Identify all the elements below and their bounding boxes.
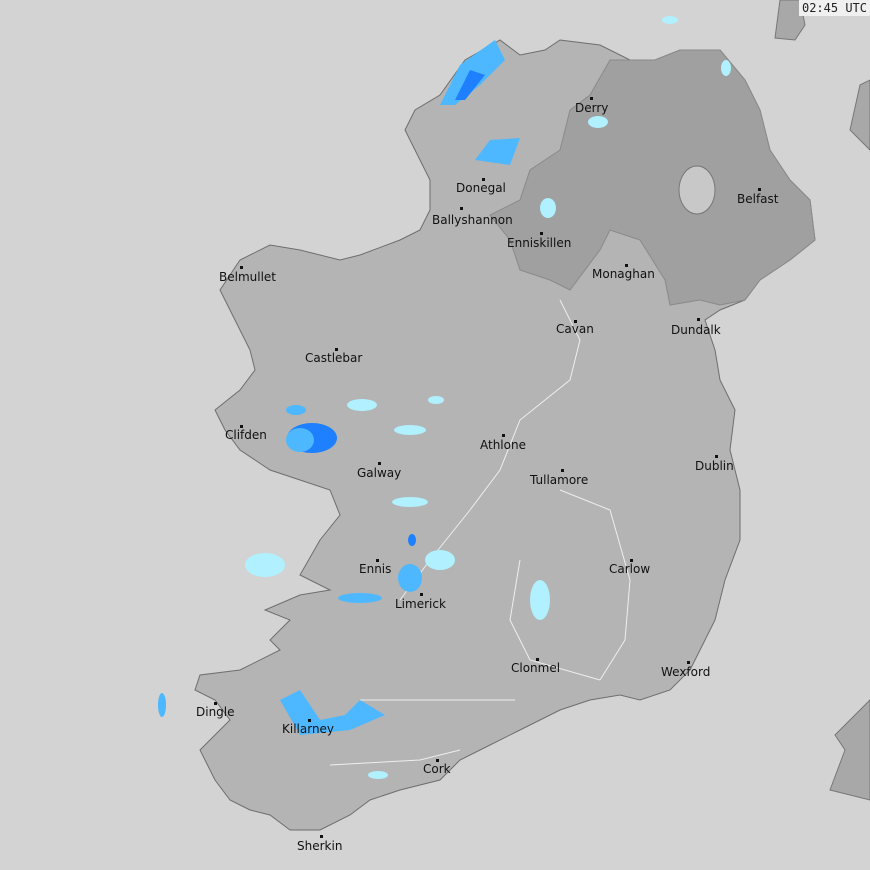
city-label: Cavan [556, 322, 594, 336]
city-label: Limerick [395, 597, 446, 611]
river-suir [509, 559, 601, 681]
northern-ireland-region [489, 49, 816, 306]
city-label: Enniskillen [507, 236, 572, 250]
rain-cell [540, 198, 556, 218]
lough-neagh [678, 165, 716, 215]
scotland-land [774, 0, 870, 151]
rain-cell [475, 138, 520, 165]
city-label: Dingle [196, 705, 235, 719]
city-label: Carlow [609, 562, 651, 576]
city-label: Ennis [359, 562, 392, 576]
rain-cell [662, 16, 678, 24]
city-label: Belfast [737, 192, 779, 206]
rain-cell [530, 580, 550, 620]
rain-cell [338, 593, 382, 603]
rain-cell [455, 70, 485, 100]
rain-cell [158, 693, 166, 717]
river-barrow [559, 489, 631, 681]
rain-cell [428, 396, 444, 404]
rain-cell [425, 550, 455, 570]
city-label: Ballyshannon [432, 213, 513, 227]
wales-land [829, 699, 870, 801]
city-label: Dublin [695, 459, 734, 473]
rain-cell [392, 497, 428, 507]
rain-cell [347, 399, 377, 411]
rain-cell [394, 425, 426, 435]
city-label: Monaghan [592, 267, 655, 281]
city-label: Cork [423, 762, 451, 776]
timestamp-label: 02:45 UTC [798, 0, 870, 16]
city-label: Galway [357, 466, 402, 480]
rain-cell [398, 564, 422, 592]
city-label: Belmullet [219, 270, 276, 284]
city-label: Sherkin [297, 839, 343, 853]
city-label: Tullamore [530, 473, 589, 487]
city-label: Dundalk [671, 323, 721, 337]
river-lee [329, 749, 461, 766]
rain-cell [721, 60, 731, 76]
city-label: Killarney [282, 722, 335, 736]
rain-cell [280, 690, 385, 735]
rain-cell [286, 405, 306, 415]
city-label: Clonmel [511, 661, 561, 675]
rain-cell [286, 428, 314, 452]
city-label: Clifden [225, 428, 267, 442]
rain-cell [368, 771, 388, 779]
rain-cell [408, 534, 416, 546]
radar-echoes [158, 16, 731, 779]
city-label: Wexford [661, 665, 711, 679]
city-label: Castlebar [305, 351, 363, 365]
rain-cell [588, 116, 608, 128]
city-label: Derry [575, 101, 609, 115]
city-label: Athlone [480, 438, 526, 452]
city-label: Donegal [456, 181, 506, 195]
rain-cell [245, 553, 285, 577]
